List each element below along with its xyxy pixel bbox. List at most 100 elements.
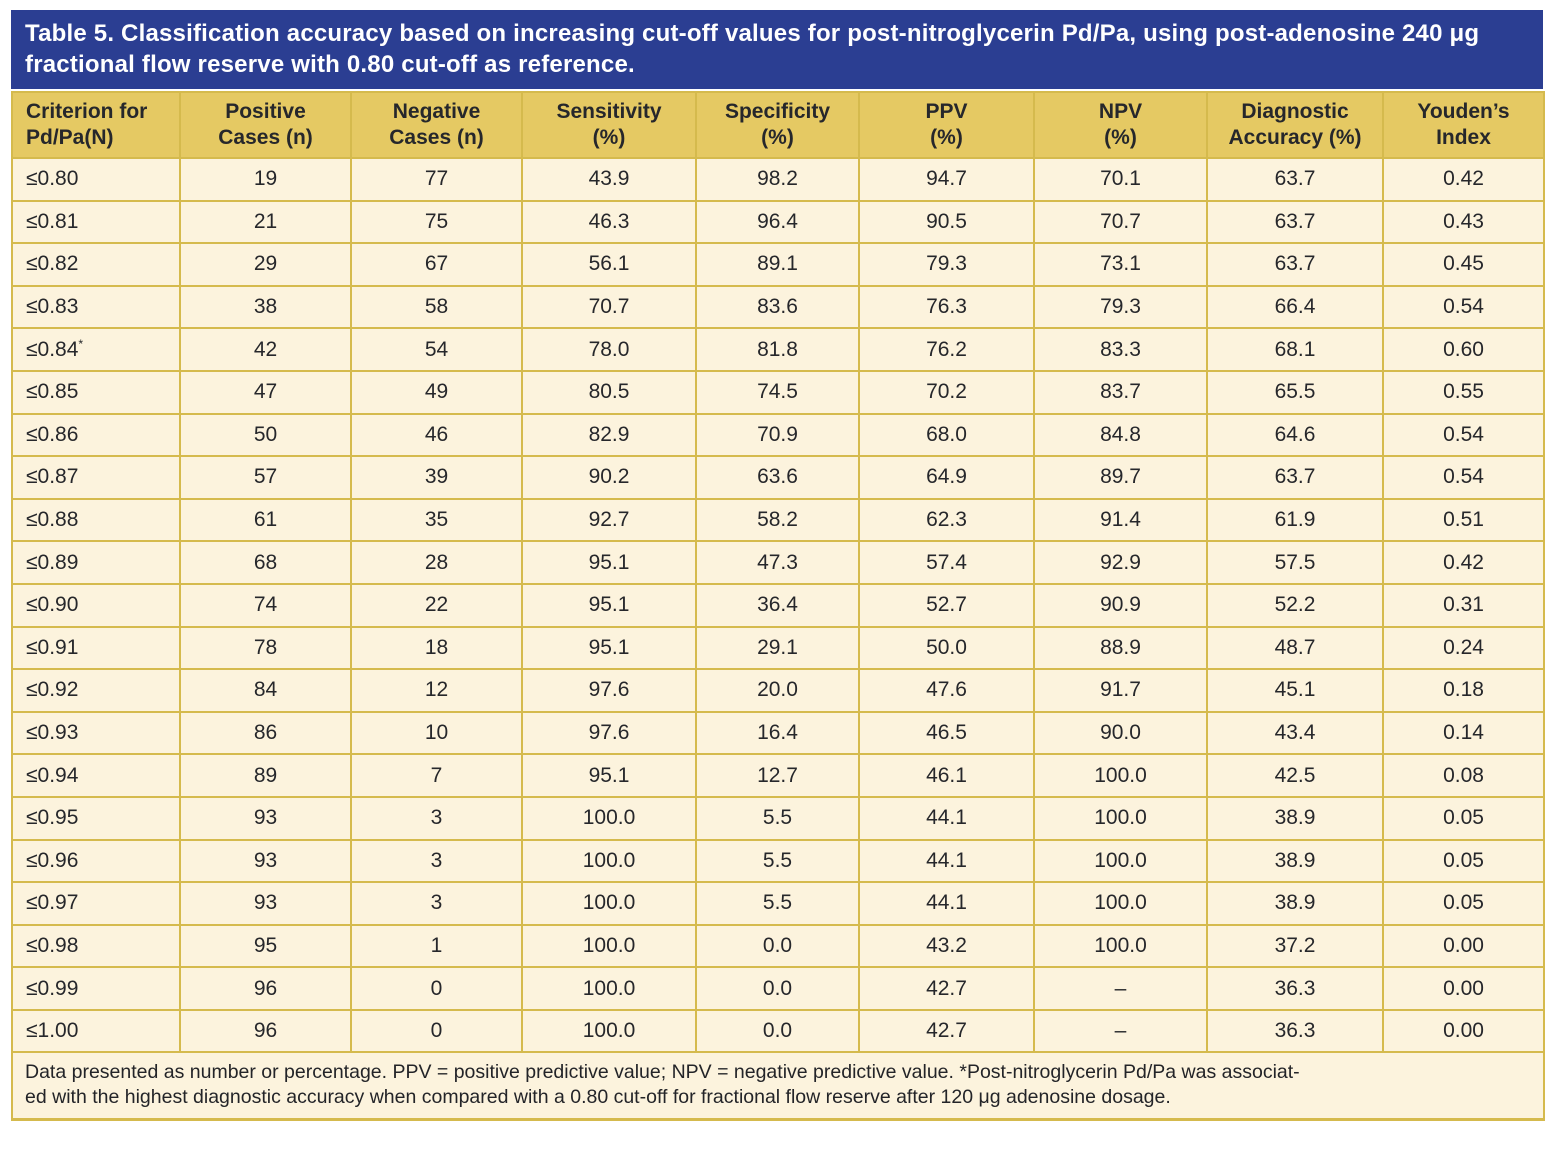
value-cell: 74 [179, 582, 352, 628]
value-cell: 43.4 [1206, 710, 1384, 756]
value-cell: 100.0 [521, 1008, 697, 1054]
value-cell: 36.3 [1206, 966, 1384, 1011]
value-cell: 97.6 [521, 710, 697, 756]
value-cell: 83.7 [1033, 369, 1208, 415]
criterion-cell: ≤0.83 [11, 284, 181, 330]
value-cell: 0.54 [1382, 284, 1545, 330]
column-header-youden: Youden’s Index [1382, 91, 1545, 159]
value-cell: 52.2 [1206, 582, 1384, 628]
value-cell: 62.3 [858, 497, 1035, 543]
value-cell: 0.42 [1382, 540, 1545, 585]
value-cell: 50.0 [858, 625, 1035, 671]
value-cell: 91.7 [1033, 668, 1208, 713]
value-cell: 46 [350, 412, 523, 458]
criterion-cell: ≤0.98 [11, 923, 181, 969]
value-cell: 12 [350, 668, 523, 713]
value-cell: 7 [350, 753, 523, 798]
value-cell: 0.0 [695, 1008, 860, 1054]
value-cell: 42.5 [1206, 753, 1384, 798]
value-cell: 75 [350, 199, 523, 245]
value-cell: 28 [350, 540, 523, 585]
value-cell: 68.0 [858, 412, 1035, 458]
value-cell: 74.5 [695, 369, 860, 415]
value-cell: 90.0 [1033, 710, 1208, 756]
criterion-cell: ≤0.84* [11, 327, 181, 372]
value-cell: 63.7 [1206, 242, 1384, 287]
table-row: ≤0.99 96 0 100.0 0.0 42.7–36.3 0.00 [11, 966, 1545, 1011]
value-cell: 91.4 [1033, 497, 1208, 543]
criterion-cell: ≤0.92 [11, 668, 181, 713]
value-cell: 0.31 [1382, 582, 1545, 628]
value-cell: 0.0 [695, 923, 860, 969]
value-cell: 42.7 [858, 966, 1035, 1011]
value-cell: 95.1 [521, 582, 697, 628]
value-cell: 97.6 [521, 668, 697, 713]
column-header-ppv: PPV (%) [858, 91, 1035, 159]
value-cell: 70.9 [695, 412, 860, 458]
column-header-sensitivity: Sensitivity (%) [521, 91, 697, 159]
value-cell: 90.5 [858, 199, 1035, 245]
value-cell: 0.05 [1382, 881, 1545, 926]
value-cell: 54 [350, 327, 523, 372]
value-cell: 22 [350, 582, 523, 628]
footnote-row: Data presented as number or percentage. … [11, 1051, 1545, 1122]
value-cell: 70.2 [858, 369, 1035, 415]
value-cell: 38 [179, 284, 352, 330]
value-cell: 70.7 [521, 284, 697, 330]
value-cell: 38.9 [1206, 881, 1384, 926]
table-row: ≤0.96 93 3 100.0 5.5 44.1 100.0 38.9 0.05 [11, 838, 1545, 884]
value-cell: 0.55 [1382, 369, 1545, 415]
value-cell: 16.4 [695, 710, 860, 756]
value-cell: 63.7 [1206, 157, 1384, 202]
value-cell: 5.5 [695, 881, 860, 926]
value-cell: 0.54 [1382, 455, 1545, 500]
table-row: ≤0.83 38 58 70.7 83.6 76.3 79.3 66.4 0.54 [11, 284, 1545, 330]
value-cell: 68 [179, 540, 352, 585]
table-row: ≤1.00 96 0 100.0 0.0 42.7–36.3 0.00 [11, 1008, 1545, 1054]
value-cell: 0.08 [1382, 753, 1545, 798]
value-cell: 79.3 [1033, 284, 1208, 330]
value-cell: 95.1 [521, 540, 697, 585]
value-cell: 0.42 [1382, 157, 1545, 202]
column-header-criterion: Criterion for Pd/Pa(N) [11, 91, 181, 159]
table-row: ≤0.92 84 12 97.6 20.0 47.6 91.7 45.1 0.18 [11, 668, 1545, 713]
value-cell: 89 [179, 753, 352, 798]
value-cell: 98.2 [695, 157, 860, 202]
table-row: ≤0.93 86 10 97.6 16.4 46.5 90.0 43.4 0.14 [11, 710, 1545, 756]
value-cell: 80.5 [521, 369, 697, 415]
value-cell: 100.0 [1033, 881, 1208, 926]
value-cell: 42.7 [858, 1008, 1035, 1054]
value-cell: 100.0 [1033, 753, 1208, 798]
value-cell: 44.1 [858, 795, 1035, 841]
value-cell: 0.43 [1382, 199, 1545, 245]
criterion-cell: ≤0.99 [11, 966, 181, 1011]
footnote-line-1: Data presented as number or percentage. … [25, 1061, 1300, 1084]
value-cell: 66.4 [1206, 284, 1384, 330]
value-cell: 1 [350, 923, 523, 969]
value-cell: 58.2 [695, 497, 860, 543]
value-cell: 46.1 [858, 753, 1035, 798]
value-cell: 0.00 [1382, 966, 1545, 1011]
table-row: ≤0.97 93 3 100.0 5.5 44.1 100.0 38.9 0.05 [11, 881, 1545, 926]
column-header-accuracy: Diagnostic Accuracy (%) [1206, 91, 1384, 159]
value-cell: 0.00 [1382, 923, 1545, 969]
value-cell: 83.6 [695, 284, 860, 330]
value-cell: 64.6 [1206, 412, 1384, 458]
value-cell: 63.6 [695, 455, 860, 500]
value-cell: 0.51 [1382, 497, 1545, 543]
table-body: ≤0.80 19 77 43.9 98.2 94.7 70.1 63.7 0.42 ≤0.81 21… [11, 157, 1545, 1054]
value-cell: 35 [350, 497, 523, 543]
value-cell: 63.7 [1206, 455, 1384, 500]
value-cell: 93 [179, 881, 352, 926]
value-cell: 3 [350, 838, 523, 884]
criterion-cell: ≤0.93 [11, 710, 181, 756]
table-row: ≤0.86 50 46 82.9 70.9 68.0 84.8 64.6 0.54 [11, 412, 1545, 458]
value-cell: 0.45 [1382, 242, 1545, 287]
value-cell: 79.3 [858, 242, 1035, 287]
value-cell: 67 [350, 242, 523, 287]
table-row: ≤0.87 57 39 90.2 63.6 64.9 89.7 63.7 0.54 [11, 455, 1545, 500]
value-cell: 52.7 [858, 582, 1035, 628]
value-cell: 92.9 [1033, 540, 1208, 585]
criterion-cell: ≤0.82 [11, 242, 181, 287]
value-cell: 5.5 [695, 838, 860, 884]
